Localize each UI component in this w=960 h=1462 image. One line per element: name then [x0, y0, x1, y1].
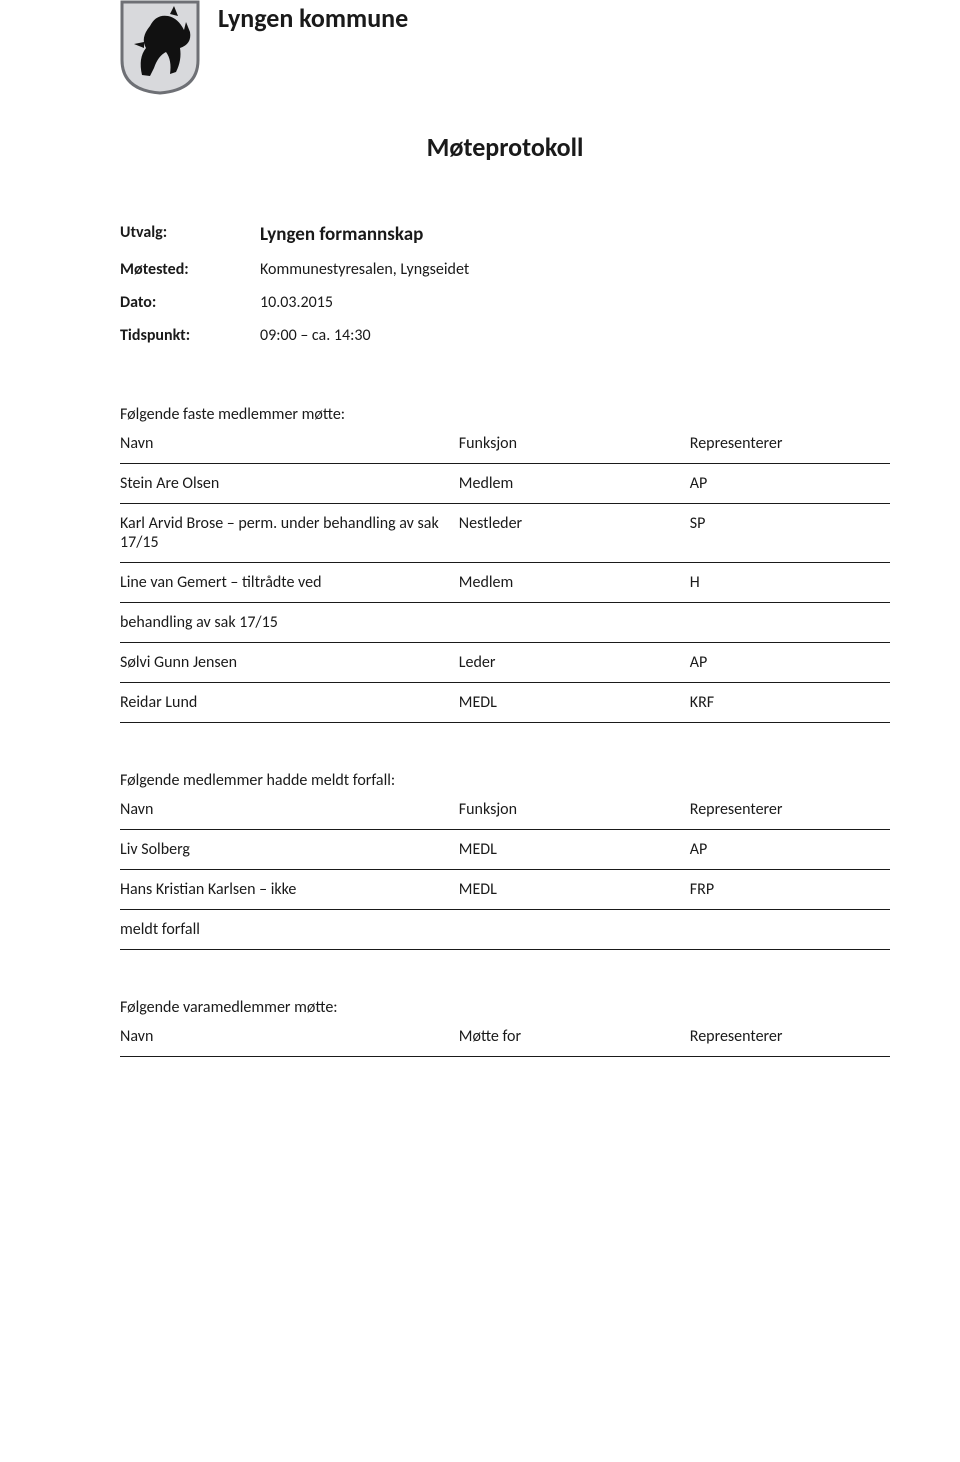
section-faste: Følgende faste medlemmer møtte: Navn Fun…	[120, 405, 890, 723]
col-navn: Navn	[120, 796, 459, 830]
col-representerer: Representerer	[690, 430, 890, 464]
crest-svg	[120, 0, 200, 95]
section-vara: Følgende varamedlemmer møtte: Navn Møtte…	[120, 998, 890, 1057]
cell-representerer: KRF	[690, 683, 890, 723]
table-row: meldt forfall	[120, 910, 890, 950]
table-row: Hans Kristian Karlsen – ikke MEDL FRP	[120, 870, 890, 910]
table-vara: Navn Møtte for Representerer	[120, 1023, 890, 1057]
col-navn: Navn	[120, 430, 459, 464]
document-title: Møteprotokoll	[120, 131, 890, 163]
table-row: behandling av sak 17/15	[120, 603, 890, 643]
meta-tidspunkt-label: Tidspunkt:	[120, 326, 260, 345]
table-row: Liv Solberg MEDL AP	[120, 830, 890, 870]
cell-funksjon: MEDL	[459, 830, 690, 870]
cell-navn: Hans Kristian Karlsen – ikke	[120, 870, 459, 910]
municipal-crest-icon	[120, 0, 200, 95]
cell-representerer: FRP	[690, 870, 890, 910]
col-representerer: Representerer	[690, 1023, 890, 1057]
table-forfall: Navn Funksjon Representerer Liv Solberg …	[120, 796, 890, 950]
meta-motested-value: Kommunestyresalen, Lyngseidet	[260, 260, 890, 279]
section-heading-faste: Følgende faste medlemmer møtte:	[120, 405, 890, 424]
cell-navn: Liv Solberg	[120, 830, 459, 870]
cell-funksjon: MEDL	[459, 870, 690, 910]
col-navn: Navn	[120, 1023, 459, 1057]
meta-utvalg-value: Lyngen formannskap	[260, 223, 890, 246]
cell-funksjon: MEDL	[459, 683, 690, 723]
col-mottefor: Møtte for	[459, 1023, 690, 1057]
table-header-row: Navn Møtte for Representerer	[120, 1023, 890, 1057]
cell-representerer: AP	[690, 464, 890, 504]
cell-navn: Stein Are Olsen	[120, 464, 459, 504]
col-funksjon: Funksjon	[459, 796, 690, 830]
section-heading-vara: Følgende varamedlemmer møtte:	[120, 998, 890, 1017]
kommune-title: Lyngen kommune	[218, 0, 408, 34]
cell-representerer: SP	[690, 504, 890, 563]
meta-utvalg-label: Utvalg:	[120, 223, 260, 246]
table-row: Reidar Lund MEDL KRF	[120, 683, 890, 723]
cell-navn: Sølvi Gunn Jensen	[120, 643, 459, 683]
cell-continuation: behandling av sak 17/15	[120, 603, 890, 643]
table-row: Karl Arvid Brose – perm. under behandlin…	[120, 504, 890, 563]
table-row: Sølvi Gunn Jensen Leder AP	[120, 643, 890, 683]
cell-funksjon: Leder	[459, 643, 690, 683]
cell-funksjon: Medlem	[459, 563, 690, 603]
col-funksjon: Funksjon	[459, 430, 690, 464]
meta-dato-value: 10.03.2015	[260, 293, 890, 312]
section-heading-forfall: Følgende medlemmer hadde meldt forfall:	[120, 771, 890, 790]
cell-continuation: meldt forfall	[120, 910, 890, 950]
cell-funksjon: Nestleder	[459, 504, 690, 563]
table-row: Line van Gemert – tiltrådte ved Medlem H	[120, 563, 890, 603]
cell-navn: Karl Arvid Brose – perm. under behandlin…	[120, 504, 459, 563]
table-header-row: Navn Funksjon Representerer	[120, 430, 890, 464]
cell-funksjon: Medlem	[459, 464, 690, 504]
meta-dato-label: Dato:	[120, 293, 260, 312]
cell-navn: Reidar Lund	[120, 683, 459, 723]
table-header-row: Navn Funksjon Representerer	[120, 796, 890, 830]
col-representerer: Representerer	[690, 796, 890, 830]
table-row: Stein Are Olsen Medlem AP	[120, 464, 890, 504]
cell-representerer: H	[690, 563, 890, 603]
cell-representerer: AP	[690, 643, 890, 683]
meta-tidspunkt-value: 09:00 – ca. 14:30	[260, 326, 890, 345]
cell-navn: Line van Gemert – tiltrådte ved	[120, 563, 459, 603]
header-row: Lyngen kommune	[120, 0, 890, 95]
cell-representerer: AP	[690, 830, 890, 870]
meeting-meta: Utvalg: Lyngen formannskap Møtested: Kom…	[120, 223, 890, 345]
table-faste: Navn Funksjon Representerer Stein Are Ol…	[120, 430, 890, 723]
section-forfall: Følgende medlemmer hadde meldt forfall: …	[120, 771, 890, 950]
meta-motested-label: Møtested:	[120, 260, 260, 279]
